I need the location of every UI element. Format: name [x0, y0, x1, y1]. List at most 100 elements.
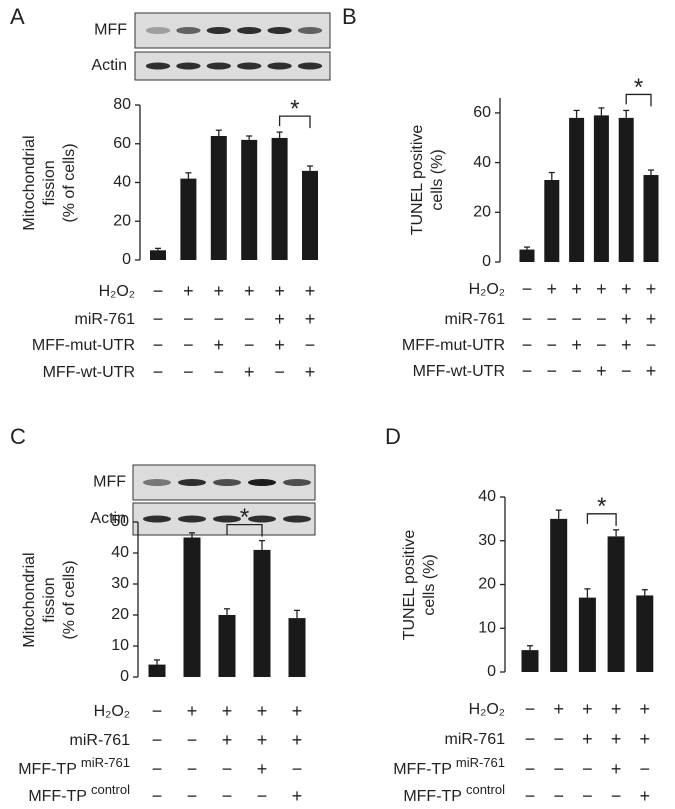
bar — [544, 180, 560, 262]
blot-band — [176, 62, 201, 70]
bar — [218, 615, 236, 677]
condition-mark: + — [214, 335, 225, 355]
y-axis-label: cells (%) — [421, 554, 438, 615]
condition-mark: + — [640, 729, 651, 749]
condition-mark: − — [274, 362, 285, 382]
condition-mark: − — [522, 361, 533, 381]
condition-name: H₂O₂ — [99, 283, 135, 300]
bar — [578, 597, 596, 672]
condition-mark: + — [640, 786, 651, 806]
y-axis-label: fission — [41, 577, 58, 622]
bar — [593, 115, 609, 262]
condition-mark: − — [640, 759, 651, 779]
y-tick-label: 20 — [478, 576, 496, 593]
condition-mark: − — [152, 759, 163, 779]
condition-mark: + — [305, 309, 316, 329]
blot-band — [178, 515, 206, 523]
blot-band — [237, 27, 262, 34]
y-tick-label: 50 — [111, 513, 129, 530]
condition-mark: + — [222, 701, 233, 721]
bar — [550, 518, 568, 672]
blot-band — [206, 27, 231, 34]
y-tick-label: 10 — [478, 619, 496, 636]
condition-mark: − — [525, 759, 536, 779]
condition-mark: + — [305, 362, 316, 382]
bar — [519, 249, 535, 262]
bar — [150, 250, 166, 260]
condition-label: miR-761 — [445, 731, 506, 748]
blot-band — [237, 62, 262, 70]
y-axis-label: fission — [41, 160, 58, 205]
condition-mark: − — [621, 361, 632, 381]
condition-mark: − — [153, 309, 164, 329]
condition-mark: − — [222, 786, 233, 806]
condition-mark: − — [257, 786, 268, 806]
condition-mark: + — [292, 786, 303, 806]
blot-label: MFF — [93, 474, 126, 491]
condition-label: MFF-TP miR-761 — [393, 755, 505, 778]
condition-name: MFF-TP — [393, 761, 452, 778]
significance-bracket — [278, 115, 311, 129]
bar — [183, 537, 201, 677]
y-tick-label: 60 — [113, 135, 131, 152]
condition-mark: − — [596, 335, 607, 355]
condition-mark: − — [152, 701, 163, 721]
condition-mark: + — [183, 281, 194, 301]
condition-mark: + — [571, 279, 582, 299]
condition-label: miR-761 — [445, 311, 506, 328]
condition-label: MFF-TP miR-761 — [18, 755, 130, 778]
blot-band — [297, 27, 323, 34]
condition-name: MFF-wt-UTR — [43, 364, 135, 381]
significance-label: * — [290, 95, 299, 122]
blot-band — [267, 62, 292, 70]
significance-bracket — [625, 93, 652, 107]
blot-band — [248, 479, 276, 486]
condition-mark: − — [611, 786, 622, 806]
condition-mark: + — [646, 309, 657, 329]
y-axis-label: Mitochondrial — [21, 135, 38, 230]
y-tick-label: 40 — [473, 154, 491, 171]
y-tick-label: 60 — [473, 104, 491, 121]
condition-mark: − — [305, 335, 316, 355]
condition-mark: − — [525, 729, 536, 749]
condition-mark: + — [547, 279, 558, 299]
condition-mark: − — [187, 786, 198, 806]
condition-mark: − — [153, 281, 164, 301]
bar — [253, 549, 271, 677]
panel-label: C — [10, 424, 26, 449]
condition-name: miR-761 — [445, 731, 506, 748]
blot-band — [145, 62, 171, 70]
condition-label: MFF-TP control — [403, 782, 505, 805]
condition-mark: + — [596, 361, 607, 381]
blot-label: MFF — [94, 22, 127, 39]
bar — [607, 536, 625, 672]
condition-mark: − — [187, 730, 198, 750]
condition-mark: − — [553, 759, 564, 779]
y-axis-label: (% of cells) — [61, 560, 78, 639]
condition-mark: + — [292, 701, 303, 721]
condition-mark: − — [183, 362, 194, 382]
condition-name: MFF-mut-UTR — [402, 337, 505, 354]
y-tick-label: 30 — [478, 532, 496, 549]
y-tick-label: 40 — [111, 544, 129, 561]
condition-mark: − — [582, 786, 593, 806]
condition-label: MFF-TP control — [28, 782, 130, 805]
condition-mark: + — [187, 701, 198, 721]
condition-superscript: control — [91, 782, 130, 797]
panel-label: D — [385, 424, 401, 449]
y-tick-label: 80 — [113, 96, 131, 113]
y-axis-label: cells (%) — [429, 149, 446, 210]
condition-mark: + — [257, 759, 268, 779]
condition-mark: − — [292, 759, 303, 779]
condition-mark: − — [571, 309, 582, 329]
y-tick-label: 0 — [122, 251, 131, 268]
condition-name: H₂O₂ — [94, 703, 130, 720]
condition-name: MFF-wt-UTR — [413, 363, 505, 380]
blot-band — [178, 479, 206, 486]
condition-mark: − — [553, 786, 564, 806]
condition-mark: − — [525, 699, 536, 719]
bar — [210, 136, 227, 260]
condition-mark: − — [187, 759, 198, 779]
condition-mark: + — [305, 281, 316, 301]
condition-mark: − — [244, 309, 255, 329]
